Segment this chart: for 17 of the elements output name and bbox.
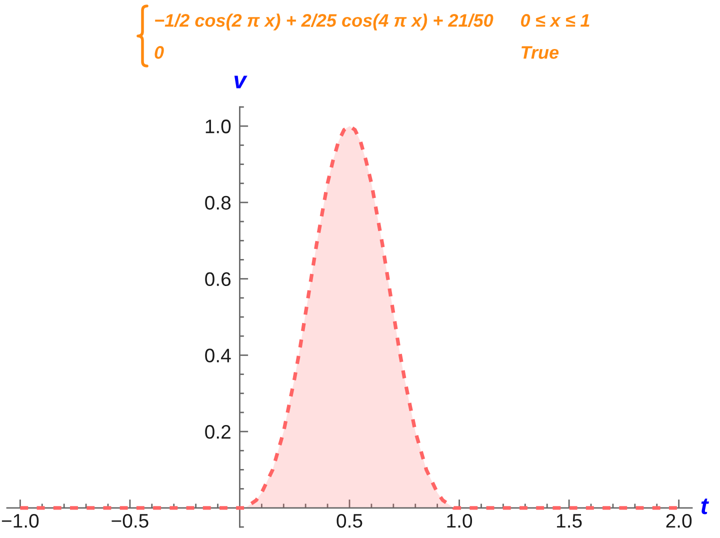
x-tick-label: 1.5 — [557, 514, 582, 528]
text: True — [522, 46, 559, 59]
x-axis-title: t — [701, 498, 710, 514]
y-tick-label: 0.6 — [205, 272, 231, 286]
x-tick-label: −0.5 — [112, 514, 148, 528]
x-tick-label: 0.5 — [336, 514, 362, 528]
x-tick-label: 2.0 — [666, 514, 692, 528]
text: −1/2 cos(2 π x) + 2/25 cos(4 π x) + 21/50 — [155, 14, 494, 30]
x-tick-label: 1.0 — [447, 514, 472, 528]
y-tick-label: 0.2 — [205, 425, 230, 439]
y-tick-label: 0.4 — [205, 348, 231, 362]
x-tick-label: −1.0 — [2, 514, 39, 528]
text: 0 — [154, 46, 164, 59]
text: 0 ≤ x ≤ 1 — [521, 14, 590, 27]
y-tick-label: 1.0 — [206, 120, 231, 134]
y-tick-label: 0.8 — [205, 196, 231, 210]
y-axis-title: v — [234, 76, 248, 88]
